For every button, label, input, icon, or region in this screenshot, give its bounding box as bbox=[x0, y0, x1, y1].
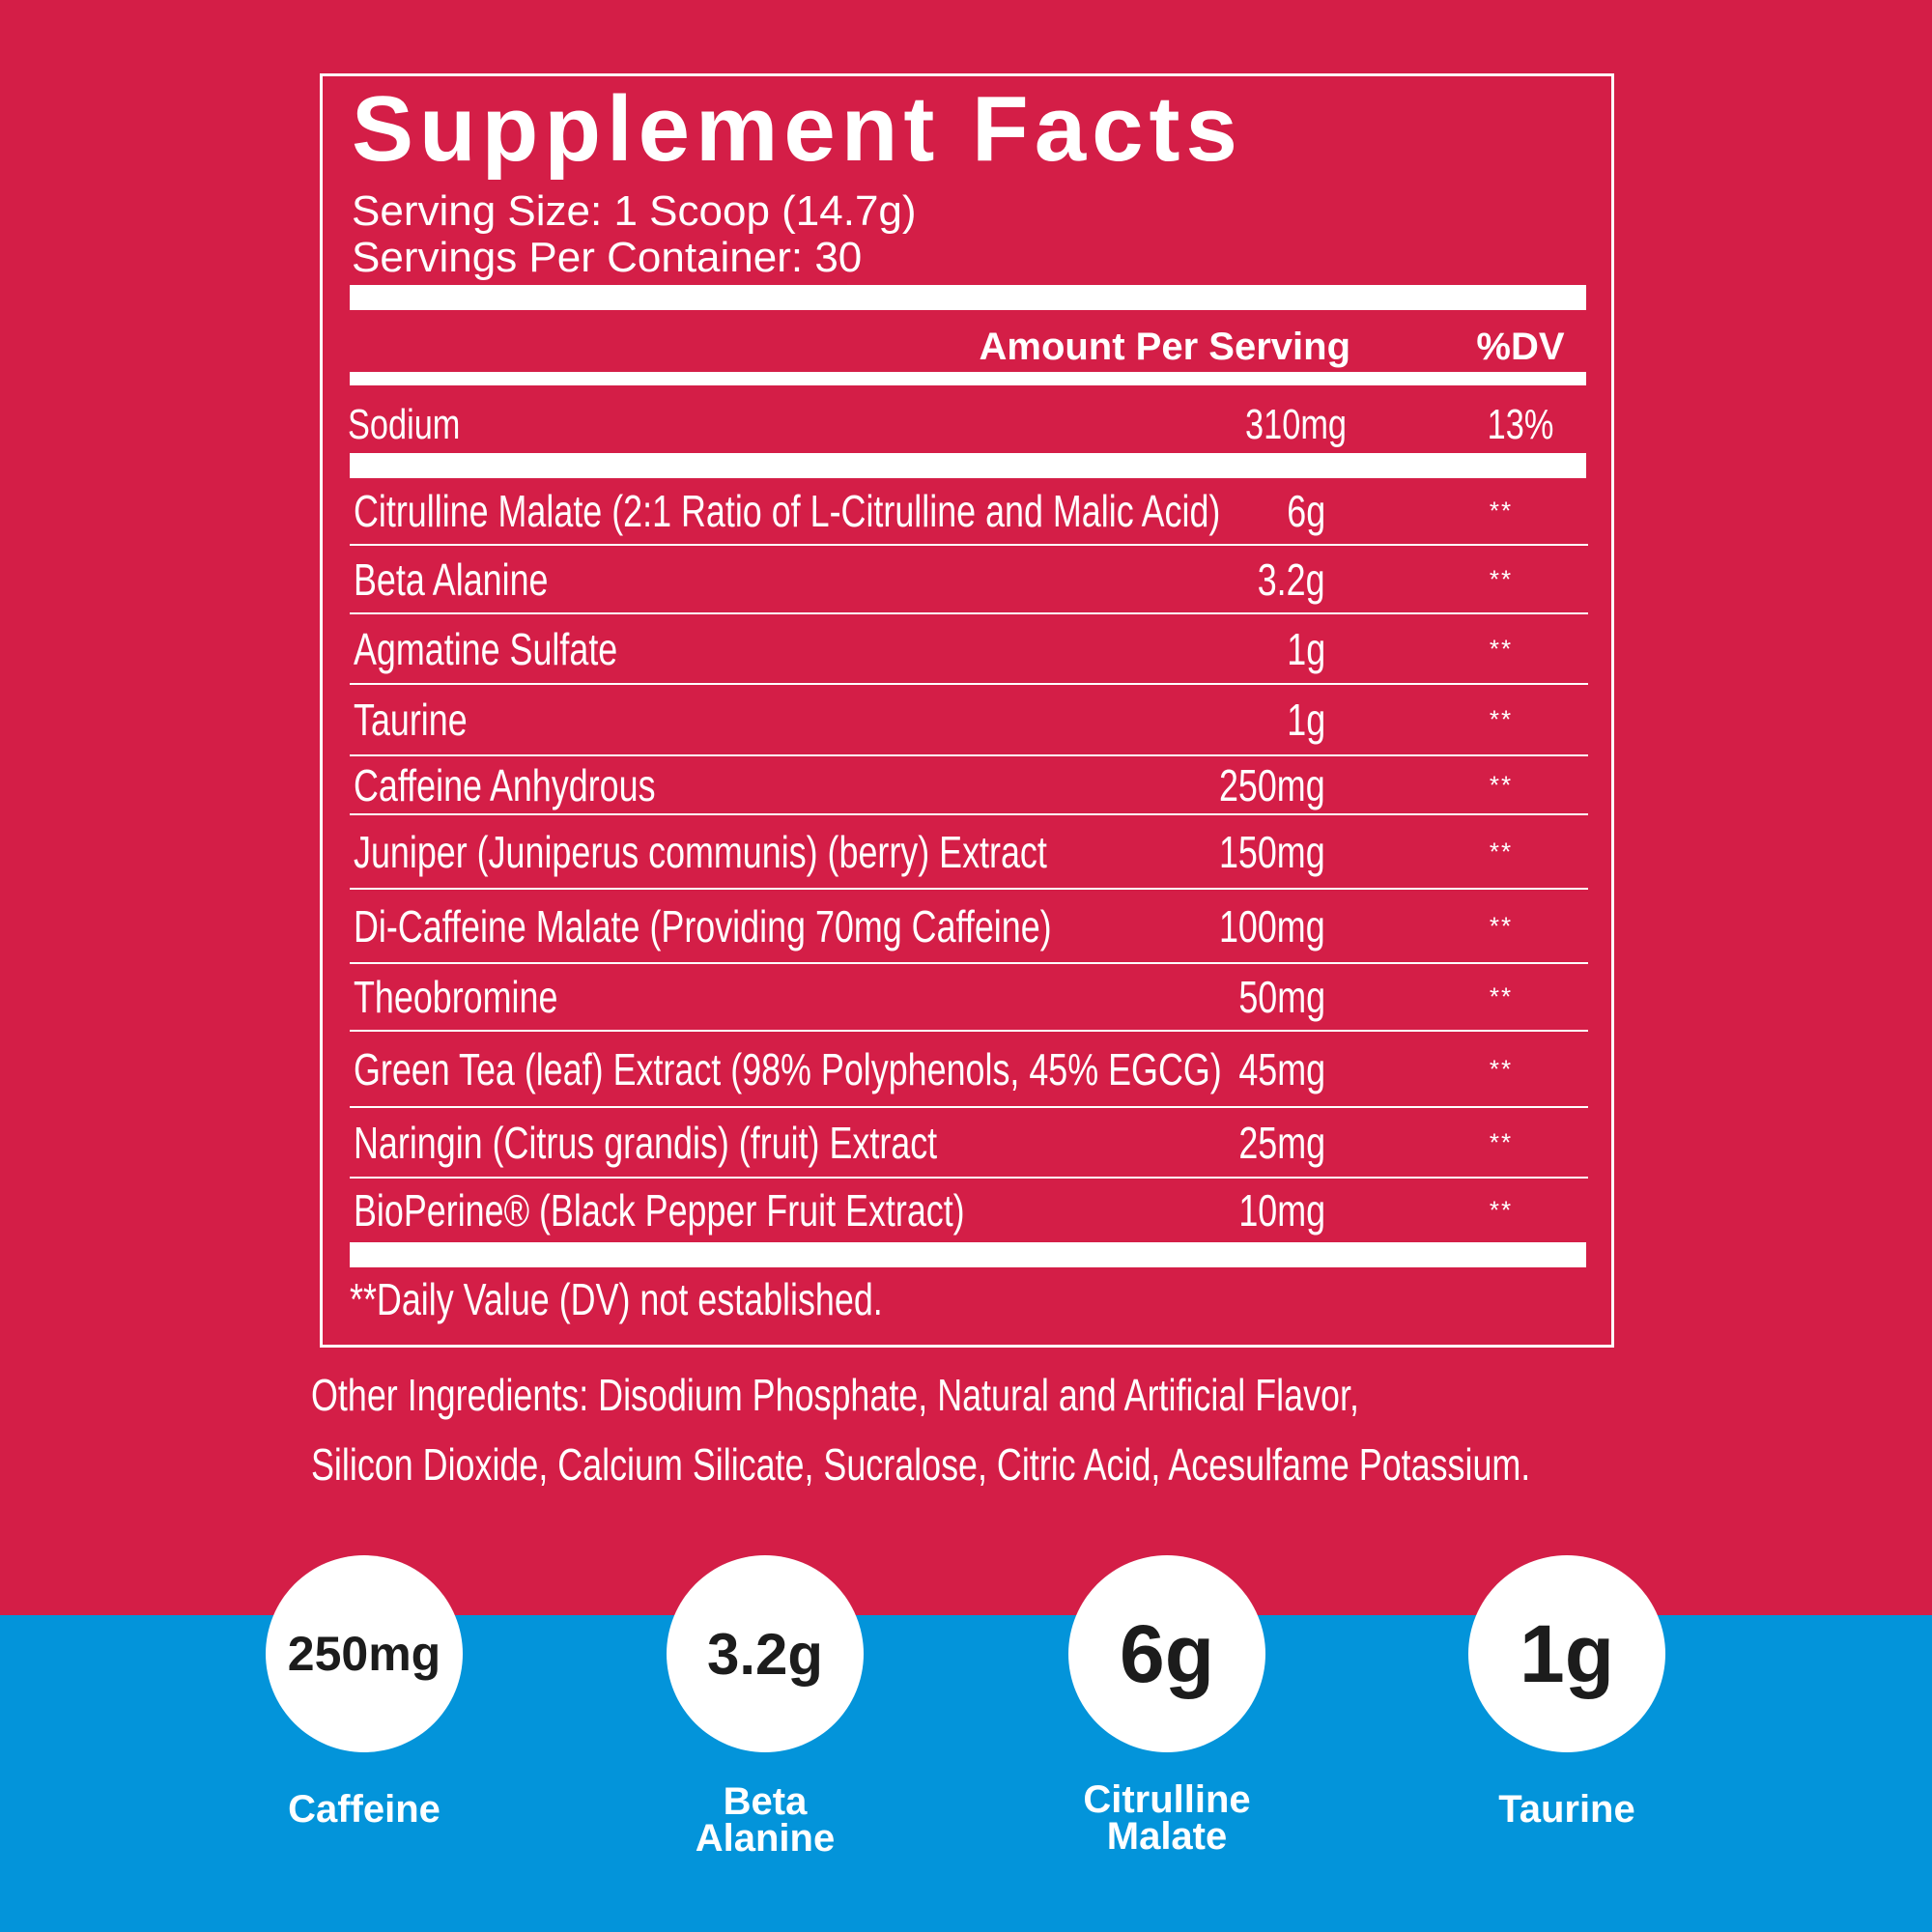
other-ingredients: Other Ingredients: Disodium Phosphate, N… bbox=[311, 1360, 1818, 1499]
badge-value: 250mg bbox=[266, 1555, 463, 1752]
ingredient-amount: 100mg bbox=[1219, 900, 1325, 952]
ingredient-name: Taurine bbox=[354, 695, 468, 745]
ingredient-amount: 6g bbox=[1287, 486, 1325, 536]
ingredient-amount: 1g bbox=[1287, 695, 1325, 745]
supplement-facts-panel: Supplement Facts Serving Size: 1 Scoop (… bbox=[320, 73, 1614, 1348]
badge-citrulline-malate: 6g Citrulline Malate bbox=[1068, 1555, 1265, 1856]
sodium-amount: 310mg bbox=[1245, 401, 1347, 448]
badge-value: 3.2g bbox=[667, 1555, 864, 1752]
divider-thick bbox=[350, 453, 1586, 478]
sodium-daily-value: 13% bbox=[1487, 401, 1554, 448]
ingredient-amount: 25mg bbox=[1238, 1117, 1325, 1168]
facts-title: Supplement Facts bbox=[352, 77, 1243, 181]
ingredient-name: Di-Caffeine Malate (Providing 70mg Caffe… bbox=[354, 900, 1052, 952]
badge-label: Taurine bbox=[1498, 1788, 1635, 1831]
sodium-name: Sodium bbox=[348, 401, 461, 448]
ingredient-row: Taurine 1g ** bbox=[350, 685, 1588, 756]
badge-caffeine: 250mg Caffeine bbox=[266, 1555, 463, 1829]
ingredient-amount: 250mg bbox=[1219, 759, 1325, 810]
ingredient-row: Di-Caffeine Malate (Providing 70mg Caffe… bbox=[350, 890, 1588, 964]
ingredient-row: Naringin (Citrus grandis) (fruit) Extrac… bbox=[350, 1108, 1588, 1179]
badge-value: 6g bbox=[1068, 1555, 1265, 1752]
ingredient-name: Juniper (Juniperus communis) (berry) Ext… bbox=[354, 826, 1047, 877]
badge-label: Caffeine bbox=[288, 1788, 440, 1831]
ingredient-daily-value: ** bbox=[1489, 837, 1514, 866]
ingredient-amount: 1g bbox=[1287, 623, 1325, 674]
ingredient-daily-value: ** bbox=[1489, 1195, 1514, 1225]
divider-thick bbox=[350, 285, 1586, 310]
ingredient-daily-value: ** bbox=[1489, 1054, 1514, 1083]
ingredient-name: Citrulline Malate (2:1 Ratio of L-Citrul… bbox=[354, 486, 1221, 536]
serving-size: Serving Size: 1 Scoop (14.7g) bbox=[352, 187, 917, 235]
ingredient-amount: 10mg bbox=[1238, 1185, 1325, 1236]
ingredient-amount: 3.2g bbox=[1258, 554, 1325, 605]
servings-per-container: Servings Per Container: 30 bbox=[352, 234, 863, 281]
ingredient-amount: 45mg bbox=[1238, 1043, 1325, 1094]
ingredient-daily-value: ** bbox=[1489, 564, 1514, 593]
ingredient-row: Juniper (Juniperus communis) (berry) Ext… bbox=[350, 815, 1588, 890]
ingredient-daily-value: ** bbox=[1489, 704, 1514, 734]
ingredient-row: Beta Alanine 3.2g ** bbox=[350, 546, 1588, 614]
ingredient-name: Green Tea (leaf) Extract (98% Polyphenol… bbox=[354, 1043, 1222, 1094]
other-ingredients-line: Other Ingredients: Disodium Phosphate, N… bbox=[311, 1370, 1359, 1420]
ingredient-daily-value: ** bbox=[1489, 981, 1514, 1011]
daily-value-footnote: **Daily Value (DV) not established. bbox=[350, 1274, 883, 1324]
divider-medium bbox=[350, 372, 1586, 385]
ingredient-amount: 50mg bbox=[1238, 972, 1325, 1022]
ingredient-daily-value: ** bbox=[1489, 1127, 1514, 1156]
ingredient-list: Citrulline Malate (2:1 Ratio of L-Citrul… bbox=[350, 478, 1588, 1242]
ingredient-daily-value: ** bbox=[1489, 634, 1514, 663]
ingredient-row: Green Tea (leaf) Extract (98% Polyphenol… bbox=[350, 1032, 1588, 1108]
badge-taurine: 1g Taurine bbox=[1468, 1555, 1665, 1829]
ingredient-daily-value: ** bbox=[1489, 911, 1514, 940]
badge-beta-alanine: 3.2g Beta Alanine bbox=[667, 1555, 864, 1858]
ingredient-name: Agmatine Sulfate bbox=[354, 623, 618, 674]
ingredient-name: Naringin (Citrus grandis) (fruit) Extrac… bbox=[354, 1117, 938, 1168]
ingredient-daily-value: ** bbox=[1489, 770, 1514, 799]
ingredient-name: Beta Alanine bbox=[354, 554, 549, 605]
badge-label: Beta Alanine bbox=[695, 1780, 836, 1860]
ingredient-row: Agmatine Sulfate 1g ** bbox=[350, 614, 1588, 685]
ingredient-amount: 150mg bbox=[1219, 826, 1325, 877]
ingredient-row: BioPerine® (Black Pepper Fruit Extract) … bbox=[350, 1179, 1588, 1242]
header-daily-value: %DV bbox=[1476, 326, 1565, 368]
ingredient-row: Citrulline Malate (2:1 Ratio of L-Citrul… bbox=[350, 478, 1588, 546]
ingredient-name: BioPerine® (Black Pepper Fruit Extract) bbox=[354, 1185, 965, 1236]
header-amount-per-serving: Amount Per Serving bbox=[979, 326, 1350, 368]
ingredient-row: Caffeine Anhydrous 250mg ** bbox=[350, 756, 1588, 815]
badge-label: Citrulline Malate bbox=[1083, 1778, 1251, 1858]
ingredient-name: Theobromine bbox=[354, 972, 558, 1022]
ingredient-name: Caffeine Anhydrous bbox=[354, 759, 656, 810]
ingredient-daily-value: ** bbox=[1489, 496, 1514, 526]
ingredient-row: Theobromine 50mg ** bbox=[350, 964, 1588, 1032]
badge-value: 1g bbox=[1468, 1555, 1665, 1752]
other-ingredients-line: Silicon Dioxide, Calcium Silicate, Sucra… bbox=[311, 1439, 1531, 1490]
divider-thick bbox=[350, 1242, 1586, 1267]
